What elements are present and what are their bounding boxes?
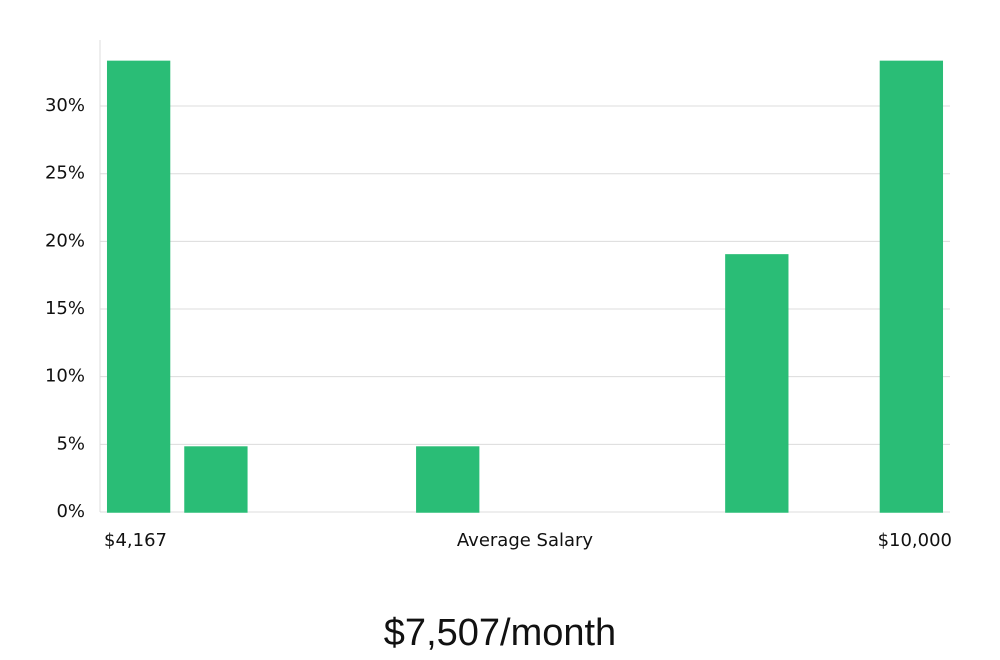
y-tick-label: 20% xyxy=(45,230,85,251)
y-tick-label: 10% xyxy=(45,366,85,387)
y-tick-label: 30% xyxy=(45,95,85,116)
y-tick-label: 25% xyxy=(45,163,85,184)
bar xyxy=(725,254,789,513)
y-tick-label: 15% xyxy=(45,298,85,319)
bar xyxy=(879,60,944,513)
bar xyxy=(106,60,171,513)
subtitle: $7,507/month xyxy=(384,612,616,654)
bar xyxy=(184,446,248,513)
x-axis-label: Average Salary xyxy=(457,530,594,551)
x-min-label: $4,167 xyxy=(104,530,167,551)
y-tick-label: 0% xyxy=(56,501,85,522)
y-tick-label: 5% xyxy=(56,433,85,454)
bar xyxy=(416,446,480,513)
x-max-label: $10,000 xyxy=(878,530,952,551)
